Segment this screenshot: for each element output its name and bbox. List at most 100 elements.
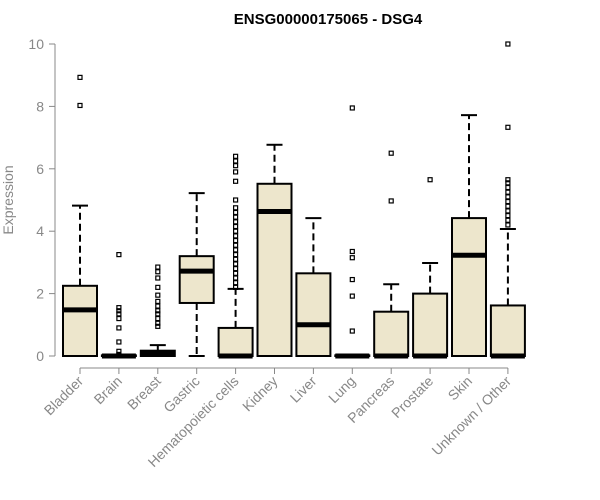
outlier-point [233, 163, 239, 169]
outlier-point [233, 261, 239, 267]
box-group [100, 252, 137, 359]
box [62, 284, 98, 357]
x-tick-label: Skin [445, 373, 476, 404]
box-group [373, 150, 410, 359]
outlier-point [155, 269, 161, 275]
outlier-point [233, 237, 239, 244]
outlier-point [233, 223, 239, 230]
box [489, 304, 526, 357]
outlier-point [77, 74, 83, 80]
outlier-point [233, 275, 239, 281]
outlier-point [155, 323, 161, 329]
box [373, 310, 410, 358]
y-tick-label: 10 [28, 36, 44, 52]
outlier-point [505, 194, 511, 200]
box [295, 272, 332, 358]
outlier-point [233, 270, 239, 276]
outlier-point [155, 308, 161, 314]
chart-title: ENSG00000175065 - DSG4 [234, 11, 423, 28]
outlier-point [505, 180, 511, 186]
box-group [334, 105, 371, 359]
outlier-point [388, 198, 394, 204]
outlier-point [233, 158, 239, 164]
x-tick-label: Brain [91, 373, 125, 407]
outlier-point [505, 184, 511, 191]
outlier-point [116, 339, 122, 345]
outlier-point [505, 41, 511, 47]
outlier-point [155, 298, 161, 304]
y-tick-label: 6 [36, 161, 44, 177]
outlier-point [233, 252, 239, 258]
outlier-point [349, 293, 355, 299]
box-group [489, 41, 526, 359]
outlier-point [505, 177, 511, 183]
outlier-point [155, 292, 161, 298]
outlier-point [427, 177, 433, 183]
y-axis-label: Expression [0, 165, 16, 234]
box [217, 326, 254, 358]
outlier-point [233, 256, 239, 262]
x-tick-label: Prostate [388, 373, 436, 421]
box-group [217, 153, 254, 359]
outlier-point [233, 280, 239, 286]
outlier-point [505, 208, 511, 214]
y-tick-label: 8 [36, 98, 44, 114]
box-group [295, 217, 332, 358]
box [178, 255, 215, 304]
outlier-point [77, 102, 83, 109]
outlier-point [505, 124, 511, 130]
outlier-point [505, 189, 511, 195]
outlier-point [116, 308, 122, 314]
outlier-point [233, 247, 239, 253]
outlier-point [116, 325, 122, 331]
outlier-point [349, 328, 355, 334]
outlier-point [233, 233, 239, 239]
outlier-point [116, 305, 122, 311]
box-group [256, 143, 293, 357]
outlier-point [388, 150, 394, 156]
outlier-point [155, 284, 161, 290]
plot-area [62, 41, 526, 359]
outlier-point [233, 219, 239, 225]
box-group [178, 192, 215, 357]
outlier-point [116, 315, 122, 322]
box [451, 217, 487, 357]
outlier-point [233, 178, 239, 184]
outlier-point [155, 315, 161, 322]
outlier-point [505, 198, 511, 205]
box-group [139, 264, 176, 358]
x-tick-label: Bladder [41, 373, 87, 419]
outlier-point [116, 351, 122, 358]
outlier-point [116, 348, 122, 354]
x-tick-label: Lung [325, 373, 358, 406]
outlier-point [349, 248, 355, 255]
box-group [451, 114, 487, 357]
outlier-point [233, 228, 239, 234]
outlier-point [505, 203, 511, 209]
y-tick-label: 2 [36, 286, 44, 302]
x-tick-label: Liver [287, 373, 320, 406]
outlier-point [233, 214, 239, 220]
x-tick-label: Kidney [239, 373, 281, 415]
outlier-point [116, 311, 122, 317]
outlier-point [233, 197, 239, 203]
outlier-point [233, 242, 239, 248]
outlier-point [349, 276, 355, 283]
y-tick-label: 4 [36, 223, 44, 239]
box-group [412, 177, 449, 359]
outlier-point [233, 284, 239, 290]
outlier-point [233, 205, 239, 211]
outlier-point [155, 303, 161, 309]
outlier-point [116, 252, 122, 258]
outlier-point [155, 264, 161, 270]
outlier-point [505, 222, 511, 228]
y-axis: 0 2 4 6 8 10 [28, 36, 56, 364]
outlier-point [155, 320, 161, 326]
box [412, 292, 449, 358]
outlier-point [233, 153, 239, 159]
outlier-point [233, 266, 239, 272]
outlier-point [505, 217, 511, 223]
x-tick-label: Breast [124, 373, 164, 413]
